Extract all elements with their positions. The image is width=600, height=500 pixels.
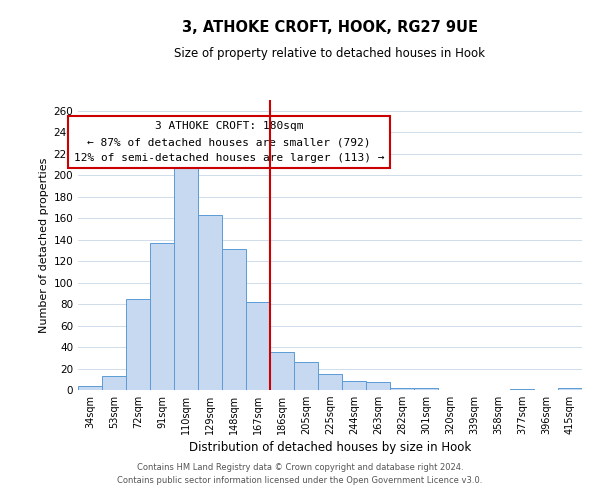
Bar (558, 388, 582, 390)
Bar (390, 388, 414, 390)
Bar (78, 386, 102, 390)
Y-axis label: Number of detached properties: Number of detached properties (39, 158, 49, 332)
Bar (174, 166, 198, 390)
Bar (150, 243, 174, 390)
Text: Contains HM Land Registry data © Crown copyright and database right 2024.
Contai: Contains HM Land Registry data © Crown c… (118, 464, 482, 485)
Text: Size of property relative to detached houses in Hook: Size of property relative to detached ho… (175, 48, 485, 60)
Bar (126, 298, 150, 390)
X-axis label: Distribution of detached houses by size in Hook: Distribution of detached houses by size … (189, 442, 471, 454)
Bar (318, 374, 342, 390)
Bar (102, 376, 126, 390)
Bar (366, 382, 390, 390)
Bar (294, 362, 318, 390)
Text: 3, ATHOKE CROFT, HOOK, RG27 9UE: 3, ATHOKE CROFT, HOOK, RG27 9UE (182, 20, 478, 35)
Bar (510, 389, 534, 390)
Bar (222, 250, 246, 390)
Bar (246, 302, 270, 390)
Bar (414, 388, 438, 390)
Bar (342, 382, 366, 390)
Text: 3 ATHOKE CROFT: 180sqm
← 87% of detached houses are smaller (792)
12% of semi-de: 3 ATHOKE CROFT: 180sqm ← 87% of detached… (74, 122, 385, 162)
Bar (198, 215, 222, 390)
Bar (270, 352, 294, 390)
